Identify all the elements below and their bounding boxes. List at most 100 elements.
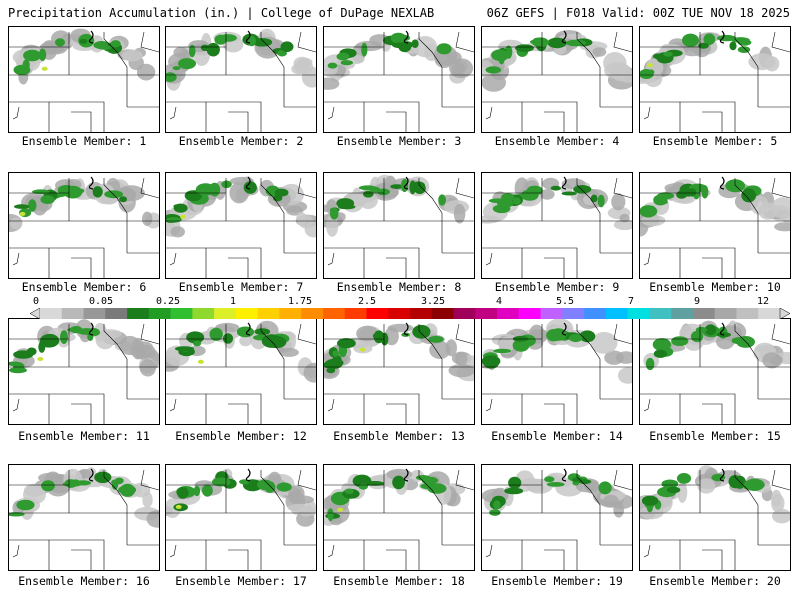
river-marker (719, 30, 725, 44)
state-borders (640, 469, 790, 570)
ensemble-member-map (8, 172, 160, 279)
light-precip-areas (166, 468, 316, 527)
precip-map (9, 319, 159, 424)
colorbar-swatch (322, 308, 345, 319)
colorbar-swatch (714, 308, 737, 319)
map-title: Precipitation Accumulation (in.) | Colle… (8, 6, 435, 20)
precip-map (324, 174, 474, 278)
colorbar-max-arrow (779, 308, 790, 319)
river-marker (719, 176, 725, 190)
colorbar-swatch (431, 308, 454, 319)
ensemble-member-map (165, 172, 317, 279)
colorbar-swatch (475, 308, 498, 319)
colorbar-tick-label: 1 (229, 296, 237, 307)
colorbar-swatch (170, 308, 193, 319)
ensemble-member-label: Ensemble Member: 7 (178, 280, 304, 294)
colorbar-tick-label: 12 (756, 296, 770, 307)
precip-map (324, 468, 474, 570)
precip-map (9, 28, 159, 132)
river-marker (561, 322, 567, 336)
moderate-precip-areas (325, 474, 447, 522)
ensemble-member-label: Ensemble Member: 14 (491, 429, 623, 443)
colorbar-swatch (148, 308, 171, 319)
river-marker (561, 468, 567, 482)
colorbar-tick-label: 7 (627, 296, 635, 307)
colorbar-swatch (518, 308, 541, 319)
colorbar-swatch (605, 308, 628, 319)
colorbar-swatch (497, 308, 520, 319)
precip-map (9, 467, 159, 570)
precip-colorbar (30, 308, 790, 319)
colorbar-tick-label: 1.75 (287, 296, 313, 307)
colorbar-swatch (366, 308, 389, 319)
river-marker (88, 30, 94, 44)
state-borders (166, 323, 316, 424)
state-borders (482, 469, 632, 570)
state-borders (640, 323, 790, 424)
ensemble-member-label: Ensemble Member: 4 (494, 134, 620, 148)
ensemble-member-label: Ensemble Member: 19 (491, 574, 623, 588)
moderate-precip-areas (9, 471, 137, 517)
colorbar-swatch (279, 308, 302, 319)
ensemble-member-map (639, 464, 791, 571)
colorbar-swatch (127, 308, 150, 319)
colorbar-swatch (649, 308, 672, 319)
river-marker (88, 468, 94, 482)
ensemble-member-label: Ensemble Member: 13 (333, 429, 465, 443)
ensemble-member-label: Ensemble Member: 16 (18, 574, 150, 588)
ensemble-member-label: Ensemble Member: 9 (494, 280, 620, 294)
colorbar-swatch (453, 308, 476, 319)
state-borders (324, 323, 474, 424)
river-marker (245, 468, 251, 482)
ensemble-member-map (481, 172, 633, 279)
ensemble-member-label: Ensemble Member: 1 (21, 134, 147, 148)
moderate-precip-areas (174, 326, 290, 364)
state-borders (166, 177, 316, 278)
ensemble-member-map (481, 26, 633, 133)
light-precip-areas (12, 467, 159, 528)
ensemble-member-label: Ensemble Member: 15 (649, 429, 781, 443)
light-precip-areas (166, 176, 316, 238)
run-valid-time: 06Z GEFS | F018 Valid: 00Z TUE NOV 18 20… (486, 6, 790, 20)
precip-map (640, 320, 790, 424)
colorbar-swatch (40, 308, 63, 319)
colorbar-swatch (736, 308, 759, 319)
river-marker (245, 322, 251, 336)
state-borders (9, 177, 159, 278)
river-marker (561, 30, 567, 44)
colorbar-swatch (692, 308, 715, 319)
light-precip-areas (482, 470, 632, 518)
ensemble-member-label: Ensemble Member: 17 (175, 574, 307, 588)
colorbar-tick-label: 2.5 (357, 296, 377, 307)
ensemble-member-label: Ensemble Member: 12 (175, 429, 307, 443)
colorbar-tick-label: 9 (693, 296, 701, 307)
colorbar-swatch (410, 308, 433, 319)
precip-map (9, 176, 159, 278)
colorbar-swatch (83, 308, 106, 319)
ensemble-member-map (8, 318, 160, 425)
river-marker (561, 176, 567, 190)
colorbar-tick-label: 5.5 (555, 296, 575, 307)
colorbar-swatch (388, 308, 411, 319)
colorbar-tick-label: 0 (32, 296, 40, 307)
ensemble-member-label: Ensemble Member: 18 (333, 574, 465, 588)
river-marker (403, 322, 409, 336)
precip-map (640, 465, 790, 570)
river-marker (245, 30, 251, 44)
light-precip-areas (12, 319, 159, 377)
state-borders (324, 31, 474, 132)
ensemble-member-map (165, 464, 317, 571)
colorbar-swatch (214, 308, 237, 319)
river-marker (403, 30, 409, 44)
river-marker (88, 322, 94, 336)
precip-map (482, 468, 632, 570)
ensemble-member-map (323, 464, 475, 571)
moderate-precip-areas (489, 473, 612, 516)
ensemble-member-map (8, 464, 160, 571)
state-borders (324, 469, 474, 570)
ensemble-member-label: Ensemble Member: 6 (21, 280, 147, 294)
colorbar-swatch (671, 308, 694, 319)
moderate-precip-areas (640, 179, 762, 218)
moderate-precip-areas (485, 37, 593, 74)
ensemble-member-map (323, 318, 475, 425)
